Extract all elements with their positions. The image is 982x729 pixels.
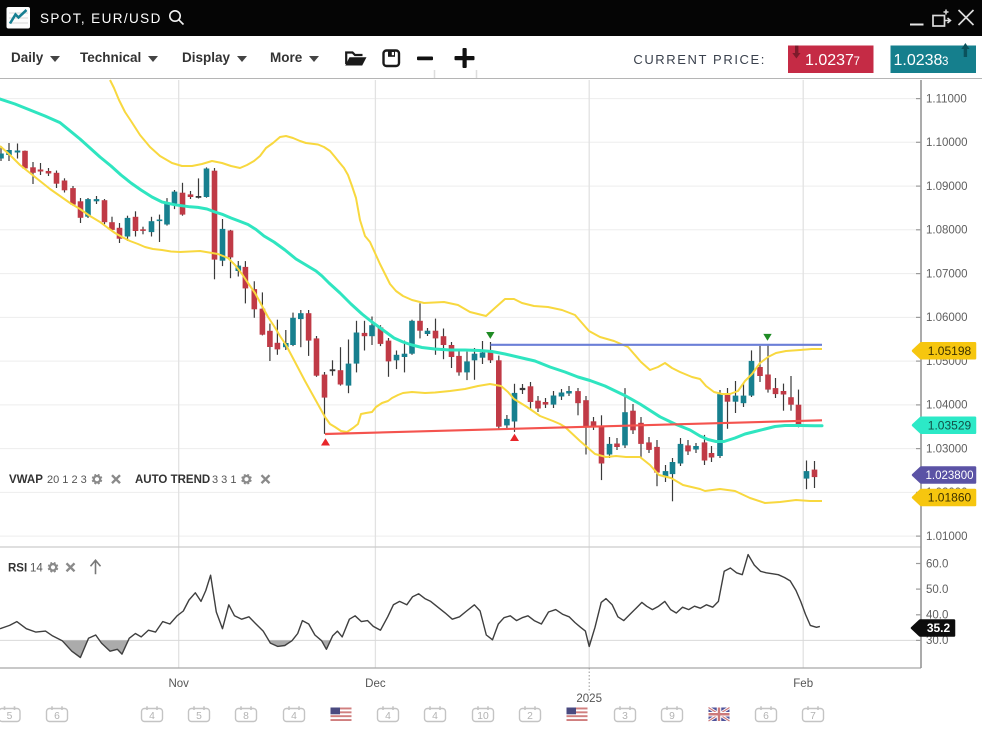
svg-text:AUTO TREND: AUTO TREND: [135, 474, 210, 486]
svg-text:3 3 1: 3 3 1: [212, 474, 236, 486]
svg-text:RSI: RSI: [8, 562, 27, 574]
svg-text:9: 9: [669, 711, 675, 722]
svg-text:35.2: 35.2: [927, 621, 951, 635]
svg-text:50.0: 50.0: [926, 584, 948, 596]
svg-text:Dec: Dec: [365, 678, 386, 690]
svg-text:VWAP: VWAP: [9, 474, 43, 486]
svg-text:1.08000: 1.08000: [926, 225, 968, 237]
svg-text:1.01000: 1.01000: [926, 531, 968, 543]
svg-text:7: 7: [810, 711, 816, 722]
svg-text:4: 4: [385, 711, 391, 722]
svg-text:8: 8: [243, 711, 249, 722]
svg-text:4: 4: [432, 711, 438, 722]
svg-text:1.01860: 1.01860: [928, 491, 972, 505]
svg-text:6: 6: [763, 711, 769, 722]
svg-text:CURRENT PRICE:: CURRENT PRICE:: [633, 52, 766, 67]
svg-text:5: 5: [196, 711, 202, 722]
svg-text:1.023800: 1.023800: [926, 470, 974, 482]
svg-text:3: 3: [942, 56, 948, 68]
svg-text:1.05198: 1.05198: [928, 344, 972, 358]
svg-text:2025: 2025: [576, 693, 602, 705]
svg-text:6: 6: [54, 711, 60, 722]
svg-text:4: 4: [149, 711, 155, 722]
svg-text:1.03000: 1.03000: [926, 443, 968, 455]
svg-text:1.10000: 1.10000: [926, 137, 968, 149]
svg-text:1.0237: 1.0237: [805, 52, 854, 69]
svg-text:4: 4: [291, 711, 297, 722]
svg-text:1.06000: 1.06000: [926, 312, 968, 324]
svg-text:20 1 2 3: 20 1 2 3: [47, 474, 87, 486]
svg-text:14: 14: [30, 562, 43, 574]
svg-text:Feb: Feb: [793, 678, 813, 690]
svg-text:60.0: 60.0: [926, 558, 948, 570]
svg-text:2: 2: [527, 711, 533, 722]
svg-text:7: 7: [854, 56, 860, 68]
svg-text:SPOT, EUR/USD: SPOT, EUR/USD: [40, 11, 162, 26]
svg-text:1.0238: 1.0238: [894, 52, 943, 69]
svg-text:Nov: Nov: [168, 678, 189, 690]
svg-text:40.0: 40.0: [926, 610, 948, 622]
svg-text:3: 3: [622, 711, 628, 722]
svg-text:1.07000: 1.07000: [926, 268, 968, 280]
svg-text:10: 10: [477, 711, 489, 722]
svg-text:1.03529: 1.03529: [928, 418, 972, 432]
svg-text:5: 5: [7, 711, 13, 722]
svg-text:1.11000: 1.11000: [926, 93, 967, 105]
svg-text:1.09000: 1.09000: [926, 181, 968, 193]
svg-text:30.0: 30.0: [926, 635, 948, 647]
svg-text:1.04000: 1.04000: [926, 400, 968, 412]
